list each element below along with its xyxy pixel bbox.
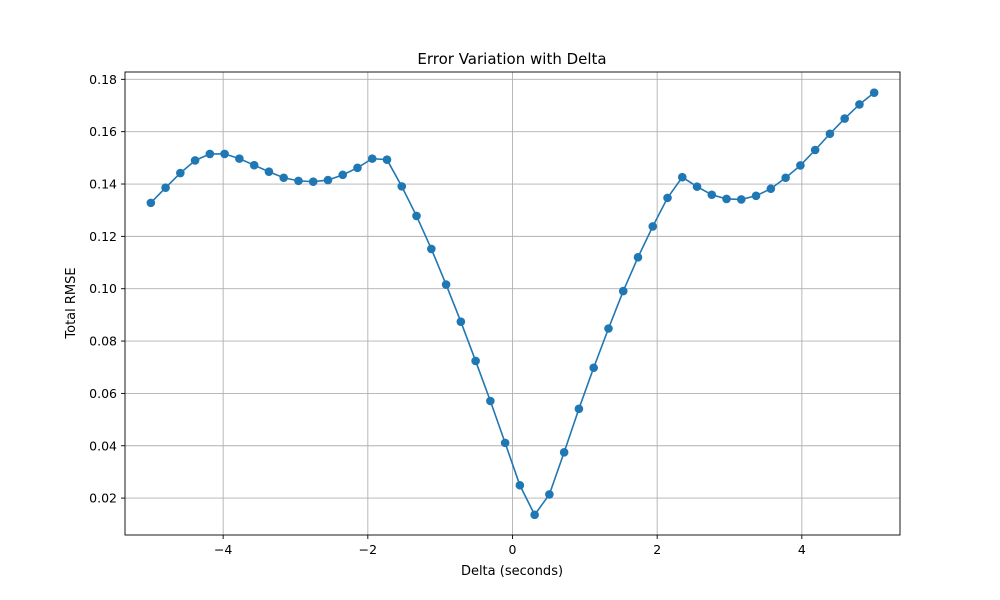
x-tick-label: −4 (214, 542, 232, 557)
data-point (338, 170, 348, 180)
data-point (677, 172, 687, 182)
data-point (308, 177, 318, 186)
data-point (412, 211, 421, 221)
data-point (471, 356, 480, 366)
x-tick-label: 2 (653, 542, 661, 557)
data-point (249, 160, 259, 170)
data-point (456, 317, 466, 326)
data-point (796, 161, 805, 170)
x-tick-label: −2 (359, 542, 377, 557)
data-point (235, 154, 244, 163)
data-point (589, 363, 598, 373)
chart-title: Error Variation with Delta (417, 50, 606, 68)
data-point (869, 88, 879, 97)
data-point (353, 163, 362, 173)
y-tick-label: 0.04 (89, 438, 117, 453)
data-point (500, 438, 510, 448)
data-point (633, 253, 643, 262)
data-point (427, 244, 436, 254)
data-point (574, 404, 584, 414)
data-point (855, 100, 864, 109)
x-axis: −4 −2 0 2 4 (214, 535, 806, 557)
data-point (146, 198, 156, 208)
data-point (264, 167, 274, 177)
data-point (707, 190, 717, 200)
data-point (663, 193, 672, 203)
data-point (618, 286, 628, 296)
y-tick-label: 0.12 (89, 229, 117, 244)
grid (125, 72, 900, 535)
data-point (648, 222, 658, 231)
data-point (220, 149, 229, 159)
data-point (515, 480, 525, 490)
data-point (367, 154, 377, 163)
data-point (604, 324, 613, 333)
data-point (825, 129, 835, 139)
data-point (205, 149, 215, 159)
data-point (176, 168, 185, 178)
data-point (279, 173, 289, 183)
data-point (840, 114, 849, 123)
series-layer (146, 88, 879, 520)
data-point (751, 191, 761, 201)
data-point (397, 182, 407, 191)
data-point (441, 280, 451, 289)
data-point (810, 145, 820, 155)
data-point (486, 396, 495, 406)
data-point (161, 183, 170, 192)
data-point (190, 156, 200, 165)
y-tick-label: 0.18 (89, 72, 117, 87)
data-point (382, 155, 392, 164)
data-point (294, 176, 303, 186)
x-tick-label: 0 (509, 542, 517, 557)
data-point (722, 194, 731, 204)
y-axis: 0.02 0.04 0.06 0.08 0.10 0.12 0.14 0.16 0.18 (89, 72, 125, 506)
y-tick-label: 0.10 (89, 281, 117, 296)
data-point (736, 195, 746, 204)
y-tick-label: 0.08 (89, 334, 117, 349)
data-point (692, 182, 702, 191)
data-point (545, 490, 554, 499)
data-point (323, 175, 333, 185)
data-point (781, 173, 790, 183)
y-axis-label: Total RMSE (64, 267, 79, 339)
y-tick-label: 0.02 (89, 491, 117, 506)
data-point (766, 184, 776, 194)
y-tick-label: 0.14 (89, 177, 117, 192)
y-tick-label: 0.06 (89, 386, 117, 401)
y-tick-label: 0.16 (89, 124, 117, 139)
data-point (530, 510, 539, 520)
x-tick-label: 4 (798, 542, 806, 557)
x-axis-label: Delta (seconds) (461, 564, 563, 579)
data-point (559, 447, 569, 457)
